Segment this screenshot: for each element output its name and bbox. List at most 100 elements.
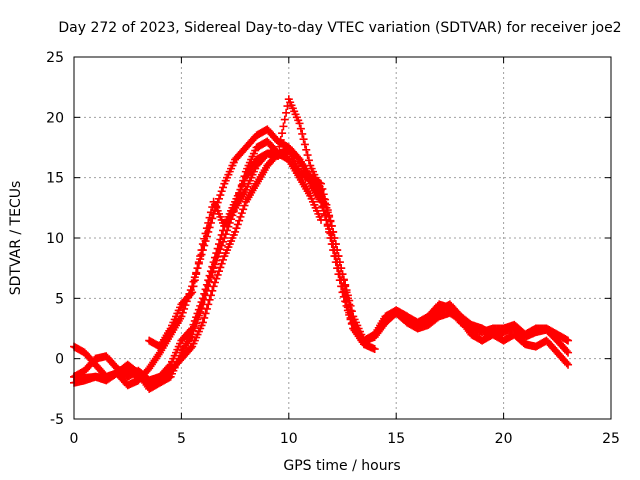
data-point [322,203,331,212]
data-point [214,267,223,276]
data-point [339,276,348,285]
data-point [200,234,209,243]
data-point [323,208,332,217]
x-tick-label: 20 [495,431,513,447]
data-point [217,259,226,268]
y-tick-label: 5 [55,291,64,307]
data-point [209,264,218,273]
y-tick-label: -5 [50,412,64,428]
data-point [236,212,245,221]
data-point [339,292,348,301]
data-point [321,199,330,208]
data-point [190,322,199,331]
data-point [186,344,195,353]
data-point [213,252,222,261]
data-point [198,318,207,327]
data-point [197,304,206,313]
data-point [341,282,350,291]
data-point [193,264,202,273]
data-point [299,135,308,144]
data-point [186,289,195,298]
x-tick-label: 0 [70,431,79,447]
data-point [210,260,219,269]
data-point [334,252,343,261]
data-point [205,277,214,286]
data-point [296,124,305,133]
data-point [216,263,225,272]
data-point [564,360,573,369]
data-point [331,240,340,249]
data-points [70,95,573,393]
data-point [227,215,236,224]
data-point [219,255,228,264]
y-tick-label: 0 [55,352,64,368]
data-point [303,151,312,160]
data-point [208,268,217,277]
series-track-1 [70,125,573,390]
data-point [317,215,326,224]
data-point [190,276,199,285]
data-point [240,172,249,181]
data-point [232,224,241,233]
data-point [317,185,326,194]
data-point [194,258,203,267]
y-tick-label: 25 [46,50,64,66]
data-point [564,348,573,357]
data-point [189,326,198,335]
x-tick-label: 15 [387,431,405,447]
data-point [216,191,225,200]
data-point [214,249,223,258]
data-point [237,181,246,190]
data-point [326,217,335,226]
data-point [180,304,189,313]
data-point [228,211,237,220]
data-point [214,194,223,203]
data-point [221,230,230,239]
data-point [237,209,246,218]
data-point [346,306,355,315]
data-point [194,311,203,320]
data-point [333,246,342,255]
data-point [327,221,336,230]
data-point [235,216,244,225]
data-point [275,142,284,151]
data-point [217,241,226,250]
data-point [206,273,215,282]
data-point [225,218,234,227]
data-point [335,258,344,267]
data-point [347,312,356,321]
data-point [370,345,379,354]
data-point [213,270,222,279]
data-point [202,286,211,295]
data-point [202,224,211,233]
data-point [229,207,238,216]
data-point [278,129,287,138]
x-tick-label: 25 [602,431,620,447]
data-point [318,190,327,199]
data-point [216,245,225,254]
data-point [319,194,328,203]
y-axis-title: SDTVAR / TECUs [8,181,24,296]
data-point [223,226,232,235]
data-point [233,220,242,229]
data-point [224,222,233,231]
data-point [338,270,347,279]
data-point [212,274,221,283]
chart-title: Day 272 of 2023, Sidereal Day-to-day VTE… [58,20,621,36]
data-point [198,300,207,309]
x-tick-label: 10 [280,431,298,447]
series-track-2 [70,143,573,385]
data-point [329,227,338,236]
data-point [204,282,213,291]
data-point [196,252,205,261]
data-point [337,264,346,273]
data-point [564,336,573,345]
data-point [189,282,198,291]
data-point [201,291,210,300]
data-point [325,212,334,221]
data-point [204,218,213,227]
y-tick-label: 20 [46,110,64,126]
data-point [279,122,288,131]
data-point [188,330,197,339]
